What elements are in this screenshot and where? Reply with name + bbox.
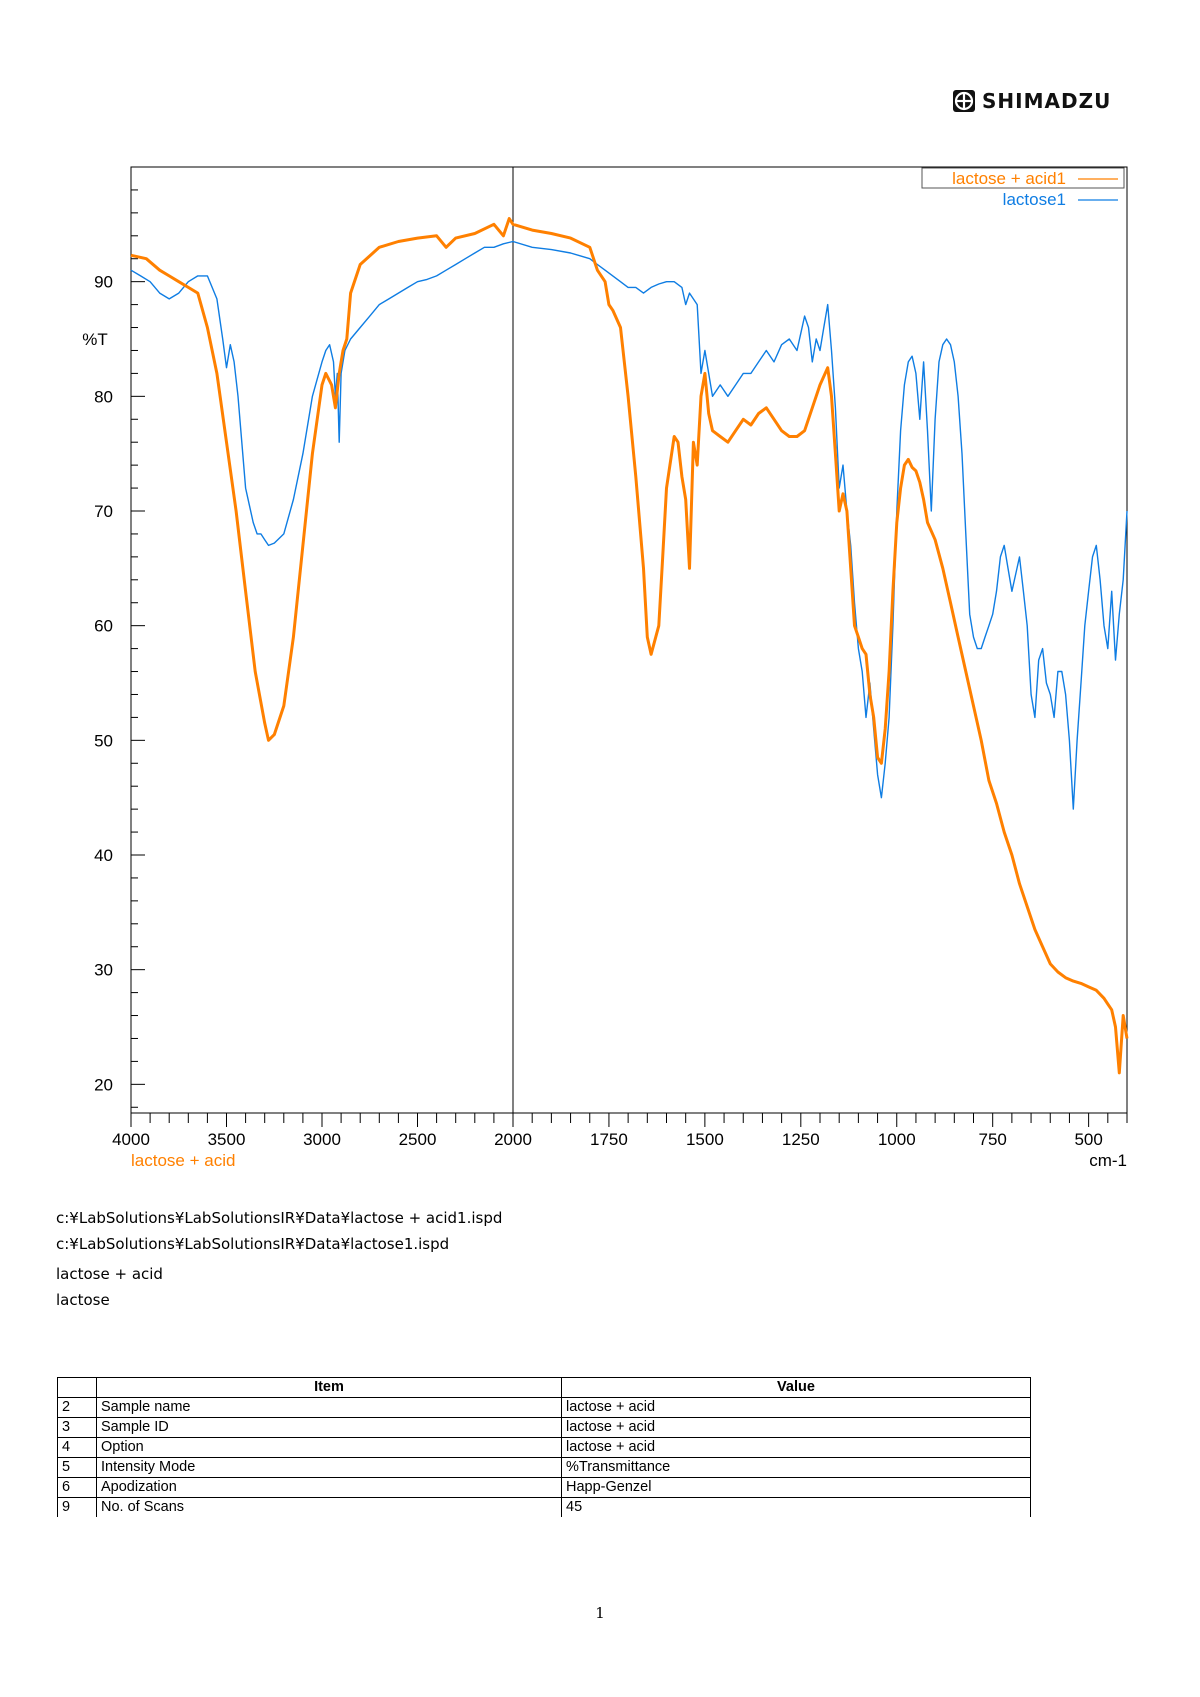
row-value: Happ-Genzel bbox=[561, 1477, 1031, 1498]
row-value: lactose + acid bbox=[561, 1397, 1031, 1418]
series-line-lactose bbox=[130, 240, 1128, 810]
table-row: 4 Option lactose + acid bbox=[57, 1437, 1031, 1458]
sample-names: lactose + acid lactose bbox=[56, 1261, 163, 1313]
x-tick-label: 1750 bbox=[590, 1130, 628, 1149]
sample-name-1: lactose + acid bbox=[56, 1265, 163, 1283]
y-tick-label: 30 bbox=[94, 961, 113, 980]
table-row: 5 Intensity Mode %Transmittance bbox=[57, 1457, 1031, 1478]
y-tick-label: 80 bbox=[94, 387, 113, 406]
info-table: Item Value 2 Sample name lactose + acid … bbox=[57, 1377, 1031, 1517]
row-value: %Transmittance bbox=[561, 1457, 1031, 1478]
plot-frame bbox=[130, 166, 1128, 1114]
x-tick-label: 500 bbox=[1074, 1130, 1102, 1149]
row-item: Sample name bbox=[96, 1397, 562, 1418]
file-path-2: c:¥LabSolutions¥LabSolutionsIR¥Data¥lact… bbox=[56, 1235, 450, 1253]
legend-label: lactose1 bbox=[1003, 190, 1066, 209]
table-row: 3 Sample ID lactose + acid bbox=[57, 1417, 1031, 1438]
file-paths: c:¥LabSolutions¥LabSolutionsIR¥Data¥lact… bbox=[56, 1205, 502, 1257]
y-tick-label: 90 bbox=[94, 273, 113, 292]
row-item: Sample ID bbox=[96, 1417, 562, 1438]
x-tick-label: 1500 bbox=[686, 1130, 724, 1149]
row-value: lactose + acid bbox=[561, 1437, 1031, 1458]
col-header-index bbox=[57, 1377, 97, 1398]
row-value: lactose + acid bbox=[561, 1417, 1031, 1438]
y-axis-label: %T bbox=[82, 330, 108, 349]
x-tick-label: 1000 bbox=[878, 1130, 916, 1149]
table-row: 6 Apodization Happ-Genzel bbox=[57, 1477, 1031, 1498]
row-index: 6 bbox=[57, 1477, 97, 1498]
table-header-row: Item Value bbox=[57, 1377, 1031, 1398]
row-index: 4 bbox=[57, 1437, 97, 1458]
file-path-1: c:¥LabSolutions¥LabSolutionsIR¥Data¥lact… bbox=[56, 1209, 503, 1227]
table-row: 2 Sample name lactose + acid bbox=[57, 1397, 1031, 1418]
ir-spectrum-chart: 20 30 40 50 60 70 80 90 %T 4000 3500 3000 2500 2000 17… bbox=[82, 166, 1129, 1170]
y-tick-label: 70 bbox=[94, 502, 113, 521]
shimadzu-logo: SHIMADZU bbox=[952, 88, 1111, 114]
row-index: 5 bbox=[57, 1457, 97, 1478]
col-header-value: Value bbox=[561, 1377, 1031, 1398]
row-item: No. of Scans bbox=[96, 1497, 562, 1517]
y-tick-label: 50 bbox=[94, 731, 113, 750]
row-index: 2 bbox=[57, 1397, 97, 1418]
legend-box bbox=[921, 167, 1125, 189]
row-index: 3 bbox=[57, 1417, 97, 1438]
y-tick-label: 40 bbox=[94, 846, 113, 865]
table-row: 9 No. of Scans 45 bbox=[57, 1497, 1031, 1517]
x-tick-label: 2500 bbox=[399, 1130, 437, 1149]
series-line-lactose-acid bbox=[130, 217, 1129, 1075]
x-tick-label: 3500 bbox=[208, 1130, 246, 1149]
x-tick-label: 750 bbox=[979, 1130, 1007, 1149]
sample-name-2: lactose bbox=[56, 1291, 110, 1309]
x-tick-label: 2000 bbox=[494, 1130, 532, 1149]
row-value: 45 bbox=[561, 1497, 1031, 1517]
sample-corner-label: lactose + acid bbox=[131, 1151, 235, 1170]
x-tick-label: 4000 bbox=[112, 1130, 150, 1149]
x-tick-label: 1250 bbox=[782, 1130, 820, 1149]
col-header-item: Item bbox=[96, 1377, 562, 1398]
brand-name: SHIMADZU bbox=[982, 89, 1112, 113]
y-tick-label: 20 bbox=[94, 1075, 113, 1094]
circled-cross-icon bbox=[953, 90, 975, 112]
y-tick-label: 60 bbox=[94, 617, 113, 636]
row-item: Apodization bbox=[96, 1477, 562, 1498]
x-axis-label: cm-1 bbox=[1089, 1151, 1127, 1170]
row-index: 9 bbox=[57, 1497, 97, 1517]
row-item: Intensity Mode bbox=[96, 1457, 562, 1478]
legend-label: lactose + acid1 bbox=[952, 169, 1066, 188]
row-item: Option bbox=[96, 1437, 562, 1458]
x-tick-label: 3000 bbox=[303, 1130, 341, 1149]
page-number: 1 bbox=[595, 1604, 605, 1622]
